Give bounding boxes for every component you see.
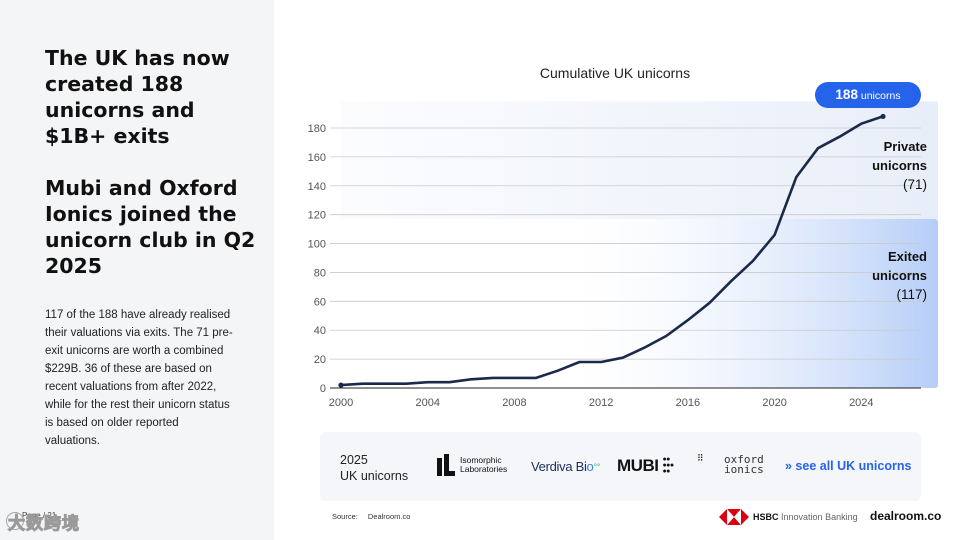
y-tick-label: 20: [314, 354, 326, 366]
mubi-dots-icon: ●● ●●● ●●: [662, 456, 674, 475]
hsbc-subbrand: Innovation Banking: [781, 512, 858, 522]
left-panel: The UK has now created 188 unicorns and …: [0, 0, 274, 540]
hsbc-brand: HSBC: [753, 512, 779, 522]
isomorphic-line2: Laboratories: [460, 464, 508, 474]
headline-primary: The UK has now created 188 unicorns and …: [45, 46, 230, 148]
x-tick-label: 2004: [415, 397, 439, 409]
chart-title: Cumulative UK unicorns: [539, 65, 691, 81]
x-tick-label: 2024: [849, 397, 873, 409]
oxford-line2: ionics: [724, 463, 764, 476]
exited-unicorns-zone: [341, 219, 938, 388]
new-unicorns-strip: 2025 UK unicorns Isomorphic Laboratories…: [320, 432, 921, 501]
unicorns-series-line: [339, 115, 885, 387]
isomorphic-line1: Isomorphic: [460, 455, 502, 465]
page-number: Page / 21: [22, 511, 57, 520]
exited-zone-count: (117): [896, 287, 927, 302]
y-tick-label: 120: [308, 210, 326, 222]
headline-secondary: Mubi and Oxford Ionics joined the unicor…: [45, 176, 256, 278]
y-tick-label: 160: [308, 152, 326, 164]
private-zone-label: Private unicorns (71): [858, 137, 927, 194]
body-paragraph: 117 of the 188 have already realised the…: [45, 309, 233, 447]
source-value: Dealroom.co: [367, 512, 411, 521]
mubi-logo[interactable]: MUBI ●● ●●● ●●: [617, 456, 680, 476]
verdiva-bio-logo[interactable]: Verdiva Bi o °°: [531, 459, 600, 474]
oxford-line1: oxford: [724, 453, 764, 466]
y-tick-label: 0: [320, 383, 326, 395]
series-start-point: [338, 382, 344, 388]
y-tick-label: 40: [314, 325, 326, 337]
verdiva-o: o: [586, 459, 594, 474]
y-tick-label: 140: [308, 181, 326, 193]
series-end-point: [880, 113, 886, 120]
hsbc-hexagon-icon: [719, 509, 749, 525]
x-tick-label: 2000: [329, 397, 353, 409]
x-tick-label: 2008: [502, 397, 526, 409]
source-label: Source:: [332, 512, 358, 521]
strip-label-year: 2025: [340, 453, 368, 467]
private-zone-count: (71): [902, 177, 927, 192]
private-unicorns-zone: [341, 101, 938, 219]
oxford-ionics-logo[interactable]: ⠿ oxford ionics: [697, 454, 764, 476]
exited-zone-title: Exited unicorns: [872, 249, 927, 283]
mubi-name: MUBI: [617, 456, 659, 475]
y-tick-label: 60: [314, 296, 326, 308]
x-tick-label: 2020: [762, 397, 786, 409]
verdiva-name: Verdiva Bi: [531, 459, 587, 474]
badge-value: 188: [835, 87, 858, 102]
y-tick-label: 100: [308, 239, 326, 251]
watermark-logo-icon: [6, 512, 24, 530]
verdiva-dots-icon: °°: [593, 461, 601, 472]
badge-unit: unicorns: [860, 90, 901, 102]
y-tick-label: 80: [314, 267, 326, 279]
exited-zone-label: Exited unicorns (117): [858, 247, 927, 304]
y-tick-label: 180: [308, 123, 326, 135]
x-tick-label: 2012: [589, 397, 613, 409]
isomorphic-mark-icon: [435, 454, 455, 476]
private-zone-title: Private unicorns: [872, 139, 927, 173]
total-unicorns-badge: 188 unicorns: [815, 82, 921, 108]
oxford-ionics-mark-icon: ⠿: [697, 453, 704, 463]
strip-label: 2025 UK unicorns: [340, 452, 408, 484]
strip-label-text: UK unicorns: [340, 469, 409, 483]
isomorphic-laboratories-logo[interactable]: Isomorphic Laboratories: [435, 454, 507, 476]
dealroom-logo[interactable]: dealroom.co: [870, 509, 942, 523]
source-note: Source: Dealroom.co: [332, 512, 410, 521]
hsbc-logo: HSBC Innovation Banking: [719, 509, 858, 525]
see-all-unicorns-link[interactable]: » see all UK unicorns: [785, 459, 912, 473]
x-tick-label: 2016: [676, 397, 700, 409]
watermark-text: 大数跨境: [8, 514, 80, 534]
